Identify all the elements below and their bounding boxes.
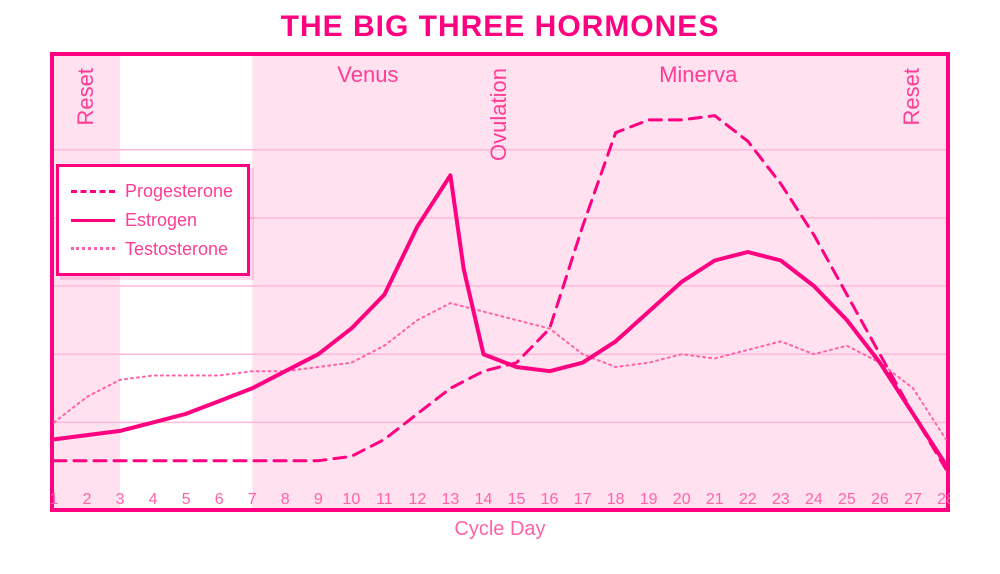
legend-label: Testosterone — [125, 235, 228, 264]
x-tick-label: 7 — [248, 491, 257, 508]
x-tick-label: 14 — [475, 491, 493, 508]
x-tick-label: 5 — [182, 491, 191, 508]
x-tick-label: 27 — [904, 491, 922, 508]
x-tick-label: 11 — [376, 491, 393, 508]
phase-label: Reset — [73, 68, 98, 125]
legend-swatch — [71, 190, 115, 193]
phase-band — [517, 56, 880, 508]
x-tick-label: 24 — [805, 491, 823, 508]
x-tick-label: 9 — [314, 491, 323, 508]
x-tick-label: 18 — [607, 491, 625, 508]
legend-item-estrogen: Estrogen — [71, 206, 233, 235]
legend-swatch — [71, 247, 115, 250]
x-tick-label: 28 — [937, 491, 950, 508]
phase-label: Venus — [337, 62, 398, 87]
phase-label: Reset — [899, 68, 924, 125]
x-tick-label: 12 — [409, 491, 427, 508]
phase-label: Minerva — [659, 62, 738, 87]
x-tick-label: 17 — [574, 491, 592, 508]
legend-label: Estrogen — [125, 206, 197, 235]
x-tick-label: 3 — [116, 491, 125, 508]
phase-label: Ovulation — [486, 68, 511, 161]
x-tick-label: 20 — [673, 491, 691, 508]
chart-container: 1234567891011121314151617181920212223242… — [50, 52, 950, 512]
legend-label: Progesterone — [125, 177, 233, 206]
hormone-chart: 1234567891011121314151617181920212223242… — [50, 52, 950, 512]
phase-band — [252, 56, 483, 508]
legend-item-testosterone: Testosterone — [71, 235, 233, 264]
x-tick-label: 4 — [149, 491, 158, 508]
legend: ProgesteroneEstrogenTestosterone — [56, 164, 250, 276]
legend-item-progesterone: Progesterone — [71, 177, 233, 206]
x-tick-label: 1 — [50, 491, 59, 508]
x-tick-label: 13 — [442, 491, 460, 508]
x-tick-label: 16 — [541, 491, 559, 508]
legend-swatch — [71, 219, 115, 222]
x-axis-label: Cycle Day — [0, 518, 1000, 541]
x-tick-label: 19 — [640, 491, 658, 508]
x-tick-label: 22 — [739, 491, 757, 508]
x-tick-label: 23 — [772, 491, 790, 508]
x-tick-label: 8 — [281, 491, 290, 508]
x-tick-label: 26 — [871, 491, 889, 508]
chart-title: THE BIG THREE HORMONES — [0, 10, 1000, 44]
x-tick-label: 15 — [508, 491, 526, 508]
x-tick-label: 10 — [342, 491, 360, 508]
x-tick-label: 2 — [83, 491, 92, 508]
x-tick-label: 6 — [215, 491, 224, 508]
x-tick-label: 21 — [706, 491, 724, 508]
x-tick-label: 25 — [838, 491, 856, 508]
